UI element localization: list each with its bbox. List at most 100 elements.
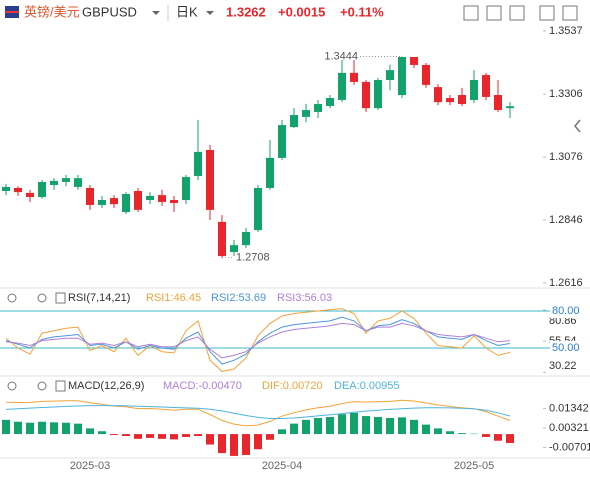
- x-tick-label: 2025-04: [262, 460, 302, 472]
- y-tick-label: 0.00321: [549, 422, 589, 434]
- candle-body: [98, 200, 106, 205]
- eye-icon[interactable]: [7, 293, 17, 303]
- histogram-bar: [254, 434, 262, 450]
- candle-body: [134, 191, 142, 210]
- legend-entry: RSI2:53.69: [211, 292, 266, 304]
- dropdown-icon[interactable]: [152, 11, 160, 15]
- candle-body: [38, 181, 46, 198]
- y-tick-label: -0.00701: [549, 441, 590, 453]
- gear-icon[interactable]: [37, 381, 47, 391]
- histogram-bar: [434, 428, 442, 435]
- level-label: 50.00: [552, 342, 580, 354]
- dropdown-icon[interactable]: [206, 11, 214, 15]
- histogram-bar: [326, 417, 334, 435]
- indicator-icon[interactable]: [55, 380, 66, 392]
- symbol: GBPUSD: [82, 4, 137, 19]
- histogram-bar: [266, 434, 274, 440]
- candle-body: [374, 79, 382, 109]
- histogram-bar: [482, 434, 490, 437]
- histogram-bar: [38, 421, 46, 435]
- candle-body: [86, 187, 94, 205]
- histogram-bar: [494, 434, 502, 441]
- y-tick-label: 30.22: [549, 360, 577, 372]
- settings-icon[interactable]: [562, 5, 578, 21]
- candle-body: [338, 72, 346, 100]
- candle-body: [218, 221, 226, 257]
- candle-body: [398, 57, 406, 96]
- candle-body: [122, 194, 130, 213]
- histogram-bar: [314, 417, 322, 435]
- candle-body: [290, 114, 298, 128]
- candle-body: [50, 180, 58, 185]
- change-pct: +0.11%: [340, 4, 384, 19]
- legend-value: 0.00955: [360, 380, 400, 392]
- legend-entry: RSI1:46.45: [146, 292, 201, 304]
- histogram-bar: [134, 434, 142, 439]
- candle-body: [494, 95, 502, 111]
- indicator-line: [5, 322, 511, 359]
- histogram-bar: [242, 434, 250, 455]
- tool-icon[interactable]: [509, 5, 525, 21]
- candle-body: [362, 81, 370, 109]
- histogram-bar: [158, 434, 166, 439]
- histogram-bar: [506, 434, 514, 444]
- gear-icon[interactable]: [37, 293, 47, 303]
- legend-entry: DEA:0.00955: [334, 380, 399, 392]
- candle-body: [170, 200, 178, 204]
- level-label: 80.00: [552, 305, 580, 317]
- indicator-title: RSI(7,14,21): [68, 292, 130, 304]
- candle-body: [194, 151, 202, 176]
- histogram-bar: [182, 434, 190, 437]
- level-badge: [550, 304, 586, 319]
- histogram-bar: [146, 434, 154, 438]
- eye-icon[interactable]: [7, 381, 17, 391]
- histogram-bar: [386, 417, 394, 435]
- indicator-line: [5, 308, 511, 372]
- y-tick-label: 1.3306: [549, 88, 583, 100]
- histogram-bar: [86, 428, 94, 435]
- level-badge: [550, 341, 586, 356]
- price: 1.3262: [226, 4, 266, 19]
- period[interactable]: 日K: [176, 4, 198, 19]
- legend-value: -0.00470: [198, 380, 241, 392]
- histogram-bar: [62, 422, 70, 435]
- histogram-bar: [74, 423, 82, 435]
- y-tick-label: 1.3537: [549, 25, 583, 37]
- histogram-bar: [50, 422, 58, 435]
- histogram-bar: [170, 434, 178, 440]
- candle-body: [146, 195, 154, 201]
- legend-entry: MACD:-0.00470: [163, 380, 242, 392]
- histogram-bar: [206, 434, 214, 445]
- indicator-line: [5, 399, 511, 427]
- histogram-bar: [350, 412, 358, 435]
- indicator-icon[interactable]: [55, 292, 66, 304]
- candle-body: [410, 57, 418, 65]
- candle-body: [386, 70, 394, 80]
- pair-name[interactable]: 英镑/美元: [24, 4, 80, 19]
- histogram-bar: [410, 419, 418, 435]
- candle-body: [62, 178, 70, 182]
- histogram-bar: [446, 431, 454, 435]
- histogram-bar: [422, 424, 430, 435]
- tool-icon[interactable]: [463, 5, 479, 21]
- candle-body: [242, 232, 250, 246]
- legend-value: 53.69: [239, 292, 267, 304]
- legend-value: 0.00720: [283, 380, 323, 392]
- histogram-bar: [98, 431, 106, 435]
- candle-body: [302, 110, 310, 117]
- fullscreen-icon[interactable]: [539, 5, 555, 21]
- histogram-bar: [458, 433, 466, 435]
- x-tick-label: 2025-03: [70, 460, 110, 472]
- low-annotation: 1.2708: [236, 252, 270, 264]
- histogram-bar: [398, 417, 406, 435]
- legend-entry: DIF:0.00720: [262, 380, 323, 392]
- x-tick-label: 2025-05: [454, 460, 494, 472]
- y-tick-label: 1.2616: [549, 277, 583, 289]
- collapse-icon[interactable]: [574, 119, 581, 133]
- legend-value: 46.45: [174, 292, 202, 304]
- candle-body: [326, 98, 334, 106]
- histogram-bar: [218, 434, 226, 454]
- legend-name: RSI2: [211, 292, 235, 304]
- tool-icon[interactable]: [486, 5, 502, 21]
